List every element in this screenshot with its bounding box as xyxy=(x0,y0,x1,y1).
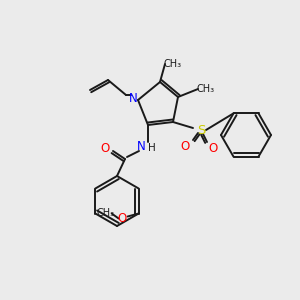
Text: O: O xyxy=(208,142,217,155)
Text: CH₃: CH₃ xyxy=(97,208,115,218)
Text: H: H xyxy=(148,143,156,153)
Text: S: S xyxy=(197,124,205,136)
Text: CH₃: CH₃ xyxy=(164,59,182,69)
Text: CH₃: CH₃ xyxy=(197,84,215,94)
Text: N: N xyxy=(136,140,146,154)
Text: O: O xyxy=(117,212,126,225)
Text: O: O xyxy=(100,142,109,155)
Text: O: O xyxy=(180,140,190,154)
Text: N: N xyxy=(129,92,137,104)
